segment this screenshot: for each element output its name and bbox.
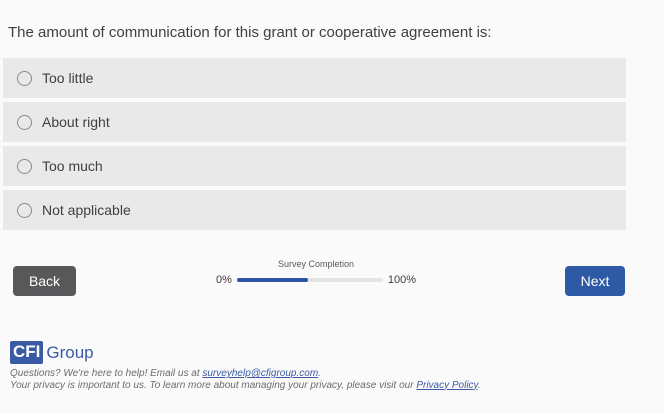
progress-end-label: 100% — [387, 274, 416, 286]
radio-button-icon[interactable] — [17, 70, 32, 86]
footer-help-line: Questions? We're here to help! Email us … — [10, 368, 660, 380]
footer: CFI Group Questions? We're here to help!… — [10, 341, 660, 391]
cfi-logo-mark: CFI — [10, 341, 44, 364]
back-button[interactable]: Back — [13, 266, 76, 296]
progress-start-label: 0% — [216, 274, 232, 286]
progress-row: 0% 100% — [216, 274, 416, 286]
option-about-right[interactable]: About right — [3, 102, 626, 142]
footer-privacy-text: Your privacy is important to us. To lear… — [10, 379, 417, 391]
footer-help-text: Questions? We're here to help! Email us … — [10, 368, 203, 379]
email-link[interactable]: surveyhelp@cfigroup.com — [202, 368, 319, 379]
cfi-group-logo: CFI Group — [10, 341, 660, 364]
option-too-little[interactable]: Too little — [3, 58, 626, 98]
footer-privacy-suffix: . — [477, 379, 481, 391]
survey-completion-widget: Survey Completion 0% 100% — [216, 259, 416, 286]
option-label: Too little — [42, 70, 94, 86]
option-too-much[interactable]: Too much — [3, 146, 626, 186]
radio-button-icon[interactable] — [17, 114, 32, 130]
option-label: Too much — [42, 158, 103, 174]
privacy-policy-link[interactable]: Privacy Policy — [416, 379, 478, 391]
footer-help-suffix: . — [318, 368, 321, 379]
cfi-logo-wordmark: Group — [46, 342, 94, 362]
progress-title: Survey Completion — [277, 259, 355, 269]
radio-button-icon[interactable] — [17, 158, 32, 174]
option-not-applicable[interactable]: Not applicable — [3, 190, 626, 230]
option-label: About right — [42, 114, 110, 130]
footer-privacy-line: Your privacy is important to us. To lear… — [10, 380, 660, 392]
radio-button-icon[interactable] — [17, 202, 32, 218]
next-button[interactable]: Next — [565, 266, 625, 296]
progress-bar-fill — [236, 278, 309, 282]
question-text: The amount of communication for this gra… — [8, 24, 492, 41]
option-label: Not applicable — [42, 202, 131, 218]
options-list: Too little About right Too much Not appl… — [3, 58, 626, 234]
progress-bar-track — [236, 278, 383, 282]
